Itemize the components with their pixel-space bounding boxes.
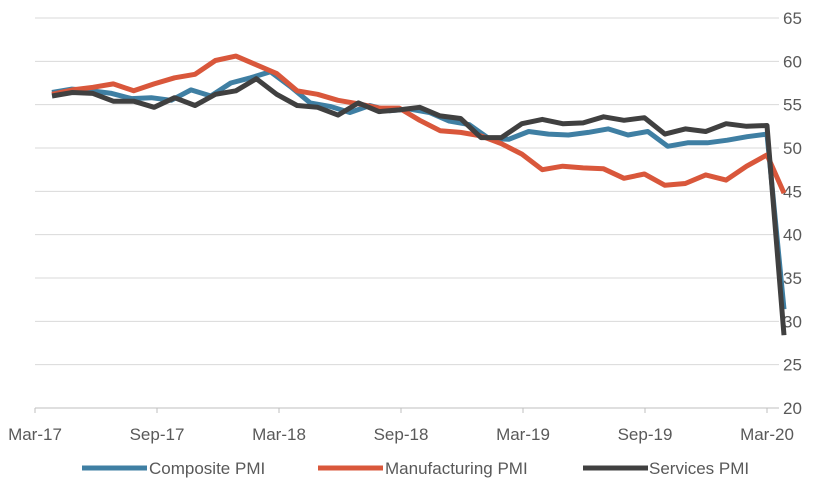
x-tick-label: Sep-19 [618, 425, 673, 444]
y-tick-label: 35 [783, 269, 802, 288]
y-tick-label: 20 [783, 399, 802, 418]
x-tick-label: Sep-18 [374, 425, 429, 444]
legend: Composite PMI Manufacturing PMI Services P… [82, 459, 749, 478]
x-tick-label: Sep-17 [130, 425, 185, 444]
series-line-manufacturing-pmi [51, 53, 787, 195]
x-tick-label: Mar-20 [740, 425, 794, 444]
grid-lines [35, 17, 779, 366]
x-tick-label: Mar-17 [8, 425, 62, 444]
y-tick-label: 55 [783, 96, 802, 115]
y-tick-label: 65 [783, 9, 802, 28]
y-axis-labels: 20 25 30 35 40 45 50 55 60 65 [783, 9, 802, 418]
y-tick-label: 45 [783, 182, 802, 201]
x-tick-label: Mar-18 [252, 425, 306, 444]
series-line-services-pmi [51, 76, 787, 336]
x-axis: Mar-17 Sep-17 Mar-18 Sep-18 Mar-19 Sep-19 Mar-… [8, 407, 794, 444]
y-tick-label: 30 [783, 312, 802, 331]
x-tick-label: Mar-19 [496, 425, 550, 444]
y-tick-label: 60 [783, 52, 802, 71]
legend-label-services-pmi: Services PMI [649, 459, 749, 478]
legend-label-composite-pmi: Composite PMI [149, 459, 265, 478]
legend-label-manufacturing-pmi: Manufacturing PMI [385, 459, 528, 478]
y-tick-label: 25 [783, 356, 802, 375]
series-lines [51, 53, 787, 336]
y-tick-label: 50 [783, 139, 802, 158]
y-tick-label: 40 [783, 226, 802, 245]
